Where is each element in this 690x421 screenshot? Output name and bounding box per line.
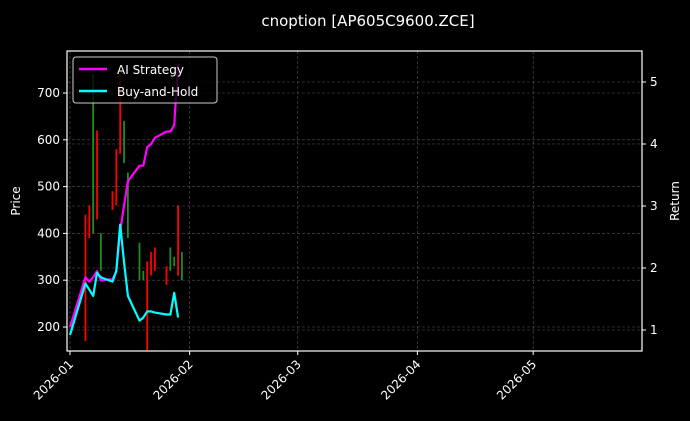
buy-and-hold-line <box>68 223 180 336</box>
right-tick-label: 4 <box>650 137 658 151</box>
grid-lines <box>67 51 642 351</box>
left-tick-label: 700 <box>37 86 60 100</box>
left-axis-label: Price <box>9 186 23 215</box>
legend-label-ai-strategy: AI Strategy <box>117 63 184 77</box>
ai-strategy-line <box>68 63 180 328</box>
left-tick-label: 500 <box>37 180 60 194</box>
legend: AI Strategy Buy-and-Hold <box>72 56 218 104</box>
left-tick-label: 200 <box>37 320 60 334</box>
right-tick-label: 1 <box>650 323 658 337</box>
chart-title: cnoption [AP605C9600.ZCE] <box>261 12 474 30</box>
legend-label-buy-and-hold: Buy-and-Hold <box>117 85 198 99</box>
right-tick-label: 3 <box>650 199 658 213</box>
right-tick-label: 5 <box>650 75 658 89</box>
legend-box <box>72 56 218 104</box>
left-tick-label: 300 <box>37 273 60 287</box>
left-tick-label: 600 <box>37 133 60 147</box>
right-axis-label: Return <box>668 181 682 221</box>
return-lines <box>68 63 180 336</box>
plot-frame <box>66 50 643 352</box>
left-y-axis: 200 300 400 500 600 700 <box>37 86 67 334</box>
left-tick-label: 400 <box>37 226 60 240</box>
right-tick-label: 2 <box>650 261 658 275</box>
right-y-axis: 1 2 3 4 5 <box>642 75 658 337</box>
